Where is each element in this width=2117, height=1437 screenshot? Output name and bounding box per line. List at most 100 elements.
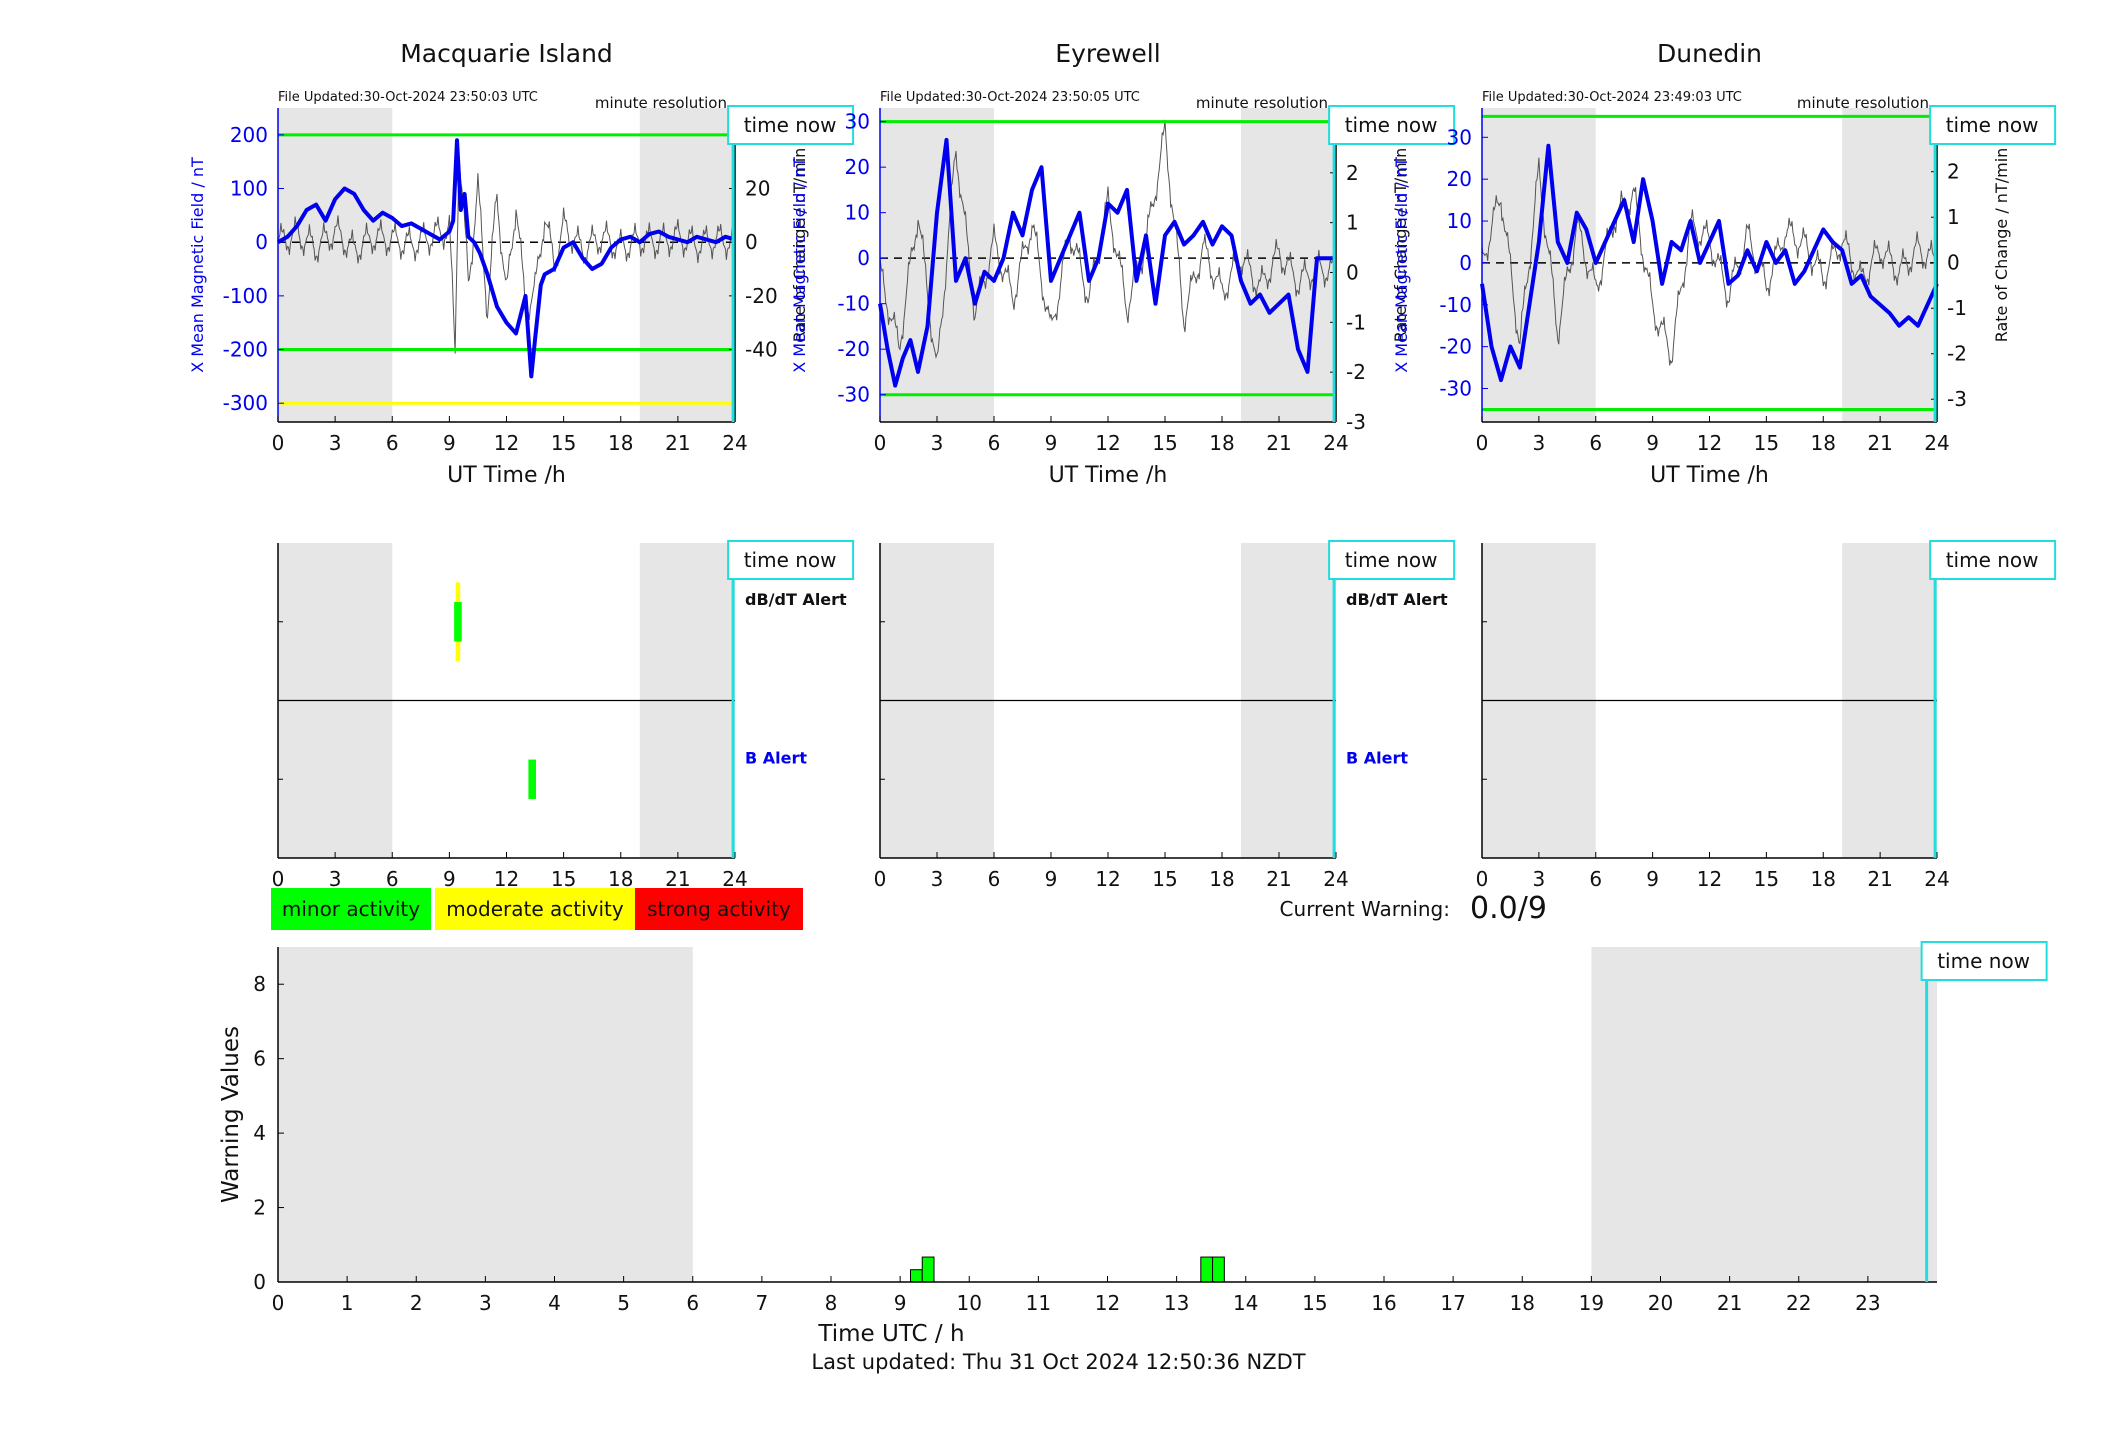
x-tick-label: 24	[722, 867, 747, 891]
x-tick-label: 0	[1476, 431, 1489, 455]
x-tick-label: 9	[1045, 867, 1058, 891]
x-tick-label: 15	[1302, 1291, 1327, 1315]
x-tick-label: 21	[1266, 867, 1291, 891]
x-tick-label: 15	[1754, 867, 1779, 891]
x-tick-label: 12	[1095, 431, 1120, 455]
time-now-box	[1929, 105, 2057, 145]
y-tick-label: 0	[1459, 251, 1472, 275]
x-tick-label: 9	[443, 867, 456, 891]
x-tick-label: 22	[1786, 1291, 1811, 1315]
warning-values-chart: 0 1 2 3 4 5 6 7 8 9 10 11 12 13 14 15 16 17 18 19 20 21 22 2302…	[218, 941, 2048, 1347]
x-tick-label: 6	[386, 431, 399, 455]
x-tick-label: 12	[1095, 1291, 1120, 1315]
current-warning-label: Current Warning:	[1280, 897, 1450, 921]
legend-label-strong: strong activity	[647, 897, 791, 921]
x-tick-label: 21	[1717, 1291, 1742, 1315]
x-tick-label: 12	[1095, 867, 1120, 891]
last-updated-text: Last updated: Thu 31 Oct 2024 12:50:36 N…	[811, 1350, 1306, 1374]
x-tick-label: 23	[1855, 1291, 1880, 1315]
time-now-box	[1328, 540, 1456, 580]
legend-swatch-moderate	[435, 888, 635, 930]
alert-panel-dunedin: 0 3 6 9 12 15 18 21 24 time now	[1476, 540, 2057, 891]
x-tick-label: 3	[1533, 431, 1546, 455]
x-tick-label: 6	[386, 867, 399, 891]
x-tick-label: 15	[551, 431, 576, 455]
y-tick-label: 30	[845, 110, 870, 134]
y-axis-label: X Mean Magnetic Field / nT	[188, 157, 207, 373]
y2-tick-label: -1	[1947, 296, 1967, 320]
y-tick-label: 10	[845, 201, 870, 225]
legend-swatch-minor	[271, 888, 431, 930]
rate-of-change-trace	[277, 157, 736, 354]
y-tick-label: 0	[857, 246, 870, 270]
y-tick-label: -30	[837, 383, 870, 407]
y-tick-label: 10	[1447, 209, 1472, 233]
x-tick-label: 24	[1323, 431, 1348, 455]
y-axis-label: X Mean Magnetic Field / nT	[1392, 157, 1411, 373]
x-tick-label: 15	[1152, 431, 1177, 455]
x-tick-label: 3	[329, 867, 342, 891]
x-tick-label: 21	[665, 431, 690, 455]
x-axis-label: Time UTC / h	[817, 1321, 964, 1347]
x-tick-label: 4	[548, 1291, 561, 1315]
x-tick-label: 18	[608, 431, 633, 455]
night-shade	[1842, 108, 1937, 422]
x-tick-label: 21	[1867, 867, 1892, 891]
y-tick-label: -30	[1439, 377, 1472, 401]
y2-tick-label: -3	[1346, 410, 1366, 434]
alert-mark-minor	[528, 759, 537, 799]
alert-mark-minor	[454, 602, 462, 642]
y2-tick-label: -3	[1947, 387, 1967, 411]
y-tick-label: -200	[223, 338, 268, 362]
rate-of-change-trace	[879, 119, 1337, 359]
x-tick-label: 21	[665, 867, 690, 891]
station-title: Eyrewell	[1055, 39, 1160, 68]
y-tick-label: -20	[837, 337, 870, 361]
x-tick-label: 15	[551, 867, 576, 891]
warning-bar	[1200, 1256, 1214, 1283]
station-panel-eyrewell: Eyrewell File Updated:30-Oct-2024 23:50:0…	[790, 39, 1456, 488]
x-tick-label: 9	[1045, 431, 1058, 455]
minute-resolution-label: minute resolution	[595, 94, 727, 112]
x-tick-label: 24	[722, 431, 747, 455]
y2-tick-label: 0	[745, 230, 758, 254]
x-tick-label: 15	[1152, 867, 1177, 891]
x-tick-label: 9	[1646, 431, 1659, 455]
time-now-box	[727, 540, 855, 580]
y2-tick-label: 2	[1947, 160, 1960, 184]
mean-field-line	[277, 138, 736, 379]
y2-tick-label: 20	[745, 177, 770, 201]
file-updated-text: File Updated:30-Oct-2024 23:50:05 UTC	[880, 90, 1140, 105]
night-shade	[1241, 108, 1336, 422]
time-now-label: time now	[1946, 113, 2039, 137]
y2-axis-label: Rate of Change / nT/min	[1992, 148, 2011, 343]
x-tick-label: 16	[1371, 1291, 1396, 1315]
time-now-box	[1929, 540, 2057, 580]
x-tick-label: 9	[894, 1291, 907, 1315]
time-now-label: time now	[1937, 949, 2030, 973]
x-tick-label: 14	[1233, 1291, 1258, 1315]
x-tick-label: 0	[1476, 867, 1489, 891]
y2-tick-label: 1	[1346, 211, 1359, 235]
x-tick-label: 0	[272, 867, 285, 891]
x-tick-label: 24	[1924, 867, 1949, 891]
station-panel-macquarie-island: Macquarie Island File Updated:30-Oct-2024…	[188, 39, 855, 488]
station-title: Macquarie Island	[400, 39, 613, 68]
time-now-label: time now	[744, 548, 837, 572]
warning-bar	[1212, 1256, 1225, 1283]
night-shade	[278, 947, 693, 1282]
x-tick-label: 13	[1164, 1291, 1189, 1315]
dbdt-alert-label: dB/dT Alert	[745, 590, 847, 609]
b-alert-label: B Alert	[1346, 749, 1408, 768]
x-tick-label: 15	[1754, 431, 1779, 455]
y2-tick-label: 0	[1947, 251, 1960, 275]
y-tick-label: 20	[845, 155, 870, 179]
night-shade	[639, 108, 735, 422]
x-tick-label: 12	[1697, 867, 1722, 891]
minute-resolution-label: minute resolution	[1797, 94, 1929, 112]
x-tick-label: 21	[1867, 431, 1892, 455]
x-tick-label: 18	[1209, 431, 1234, 455]
y-tick-label: 2	[253, 1196, 266, 1220]
y-tick-label: -100	[223, 284, 268, 308]
y-tick-label: 0	[255, 230, 268, 254]
